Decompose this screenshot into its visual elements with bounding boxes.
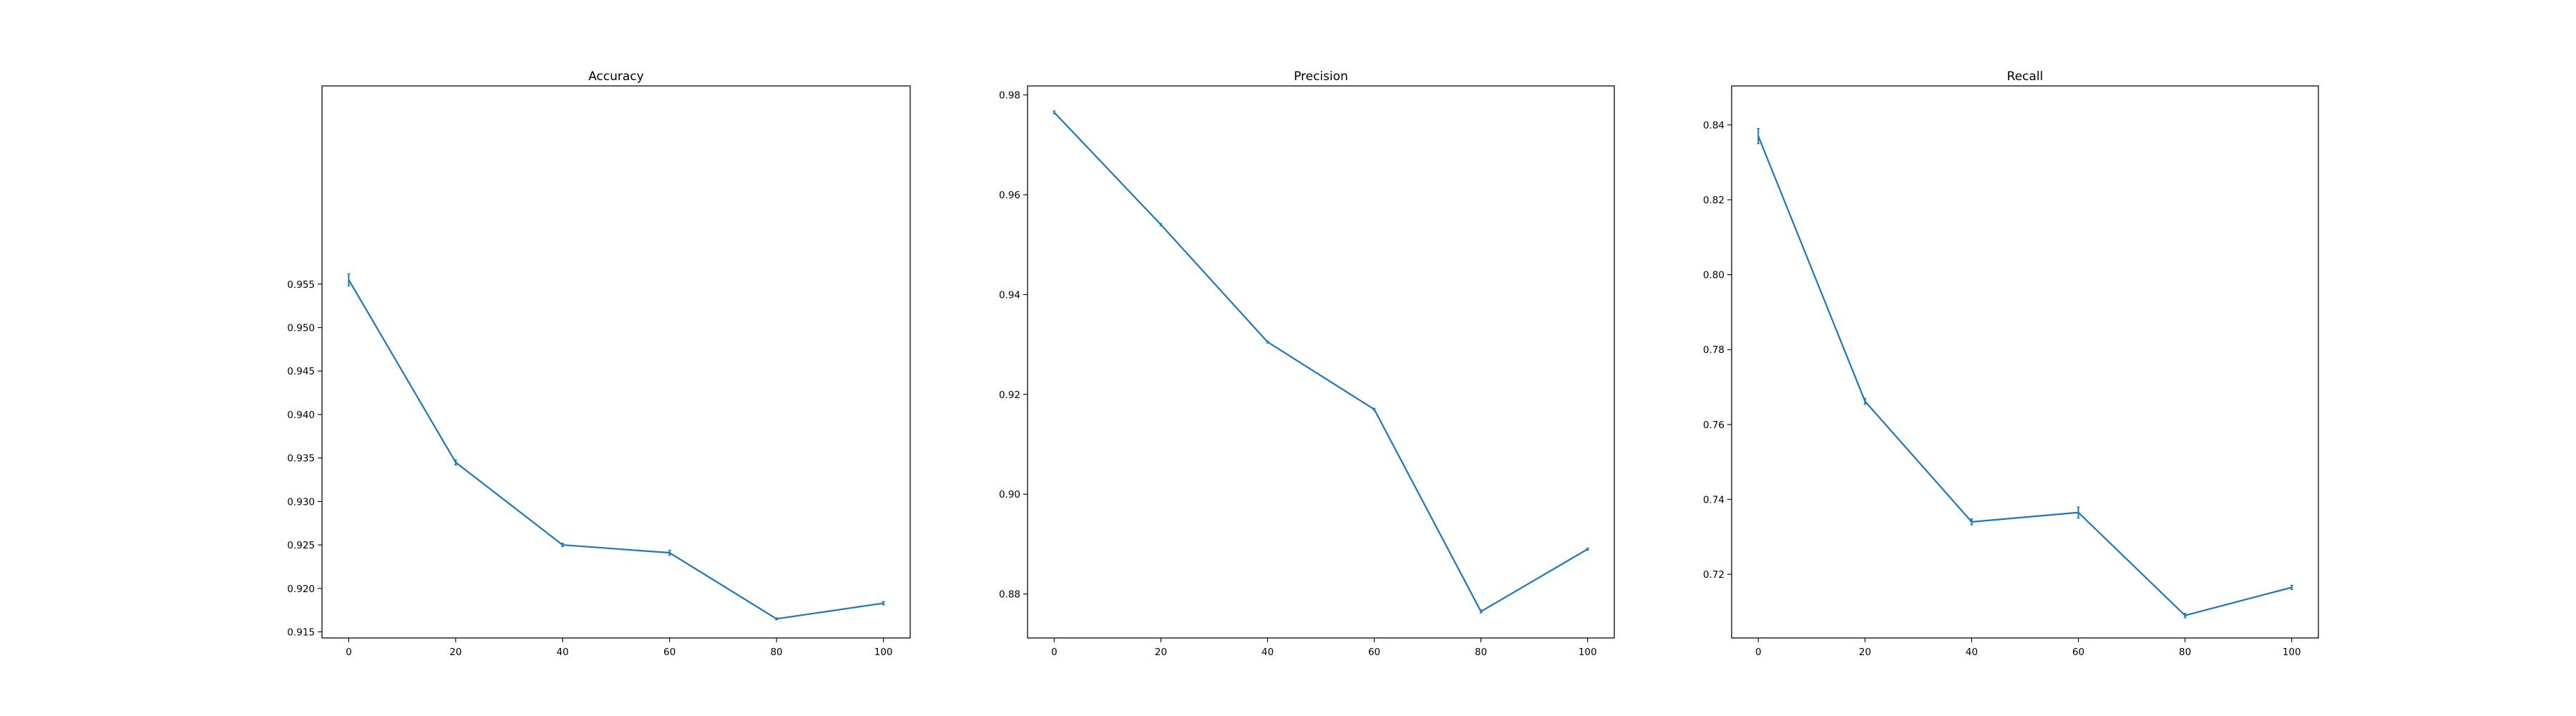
precision-x-tick-label: 80 bbox=[1475, 647, 1487, 658]
precision-y-tick-label: 0.92 bbox=[999, 390, 1020, 401]
recall-x-tick-label: 0 bbox=[1755, 647, 1762, 658]
recall-y-tick-label: 0.80 bbox=[1703, 270, 1724, 281]
precision-x-tick-label: 100 bbox=[1579, 647, 1597, 658]
recall-panel-title: Recall bbox=[2007, 69, 2044, 84]
precision-panel-title: Precision bbox=[1294, 69, 1348, 84]
accuracy-y-tick-label: 0.925 bbox=[287, 540, 315, 551]
recall-series-line bbox=[1757, 135, 2293, 616]
accuracy-y-tick-label: 0.930 bbox=[287, 496, 315, 508]
precision-y-tick-label: 0.90 bbox=[999, 489, 1020, 500]
precision-x-tick-label: 40 bbox=[1262, 647, 1274, 658]
accuracy-panel-title: Accuracy bbox=[588, 69, 644, 84]
accuracy-y-tick-label: 0.955 bbox=[287, 279, 315, 291]
accuracy-y-tick-label: 0.950 bbox=[287, 323, 315, 334]
accuracy-series-line bbox=[348, 279, 884, 620]
recall-y-tick-label: 0.82 bbox=[1703, 195, 1724, 206]
accuracy-y-tick-label: 0.940 bbox=[287, 410, 315, 421]
precision-panel-marks: 0 20 40 60 80 100 0.88 0.90 0.92 0.94 0.96 0.98 bbox=[999, 90, 1597, 658]
recall-panel: Recall 0 20 40 60 80 1000.720.740.760.780.800… bbox=[1703, 69, 2319, 658]
accuracy-y-tick-label: 0.915 bbox=[287, 627, 315, 639]
recall-x-tick-label: 80 bbox=[2179, 647, 2191, 658]
recall-x-tick-label: 60 bbox=[2072, 647, 2084, 658]
recall-y-tick-label: 0.72 bbox=[1703, 569, 1724, 581]
recall-y-tick-label: 0.84 bbox=[1703, 120, 1724, 131]
recall-y-tick-label: 0.74 bbox=[1703, 494, 1724, 505]
recall-panel-marks: 0 20 40 60 80 100 0.72 0.74 0.76 0.78 0.80 0.82 0.84 bbox=[1703, 120, 2301, 658]
accuracy-panel-frame bbox=[321, 85, 911, 639]
precision-y-tick-label: 0.96 bbox=[999, 190, 1020, 201]
accuracy-x-tick-label: 60 bbox=[663, 647, 675, 658]
recall-x-tick-label: 40 bbox=[1966, 647, 1978, 658]
accuracy-x-tick-label: 40 bbox=[557, 647, 569, 658]
accuracy-x-tick-label: 100 bbox=[874, 647, 893, 658]
precision-panel: Precision 0 20 40 60 80 100 0.88 0.90 0.92 0.94 0.… bbox=[999, 69, 1615, 658]
accuracy-x-tick-label: 0 bbox=[346, 647, 352, 658]
precision-panel-frame bbox=[1027, 85, 1615, 639]
precision-x-tick-label: 20 bbox=[1155, 647, 1167, 658]
precision-x-tick-label: 60 bbox=[1368, 647, 1380, 658]
recall-y-tick-label: 0.76 bbox=[1703, 420, 1724, 431]
precision-y-tick-label: 0.94 bbox=[999, 289, 1020, 301]
accuracy-panel-marks: 0 20 40 60 80 100 0.915 0.920 0.925 0.930 0.935 0.9… bbox=[287, 273, 893, 658]
precision-y-tick-label: 0.88 bbox=[999, 589, 1020, 601]
accuracy-panel: Accuracy 0 20 40 60 80 100 0.915 0.920 0.925 0.93… bbox=[287, 69, 911, 658]
precision-x-tick-label: 0 bbox=[1051, 647, 1058, 658]
accuracy-x-tick-label: 80 bbox=[771, 647, 783, 658]
accuracy-x-tick-label: 20 bbox=[449, 647, 462, 658]
recall-x-tick-label: 20 bbox=[1859, 647, 1871, 658]
accuracy-y-tick-label: 0.935 bbox=[287, 453, 315, 465]
precision-series-line bbox=[1053, 112, 1589, 613]
recall-panel-frame bbox=[1731, 85, 2319, 639]
recall-x-tick-label: 100 bbox=[2283, 647, 2301, 658]
recall-y-tick-label: 0.78 bbox=[1703, 344, 1724, 356]
precision-y-tick-label: 0.98 bbox=[999, 90, 1020, 102]
accuracy-y-tick-label: 0.945 bbox=[287, 366, 315, 377]
accuracy-y-tick-label: 0.920 bbox=[287, 584, 315, 595]
